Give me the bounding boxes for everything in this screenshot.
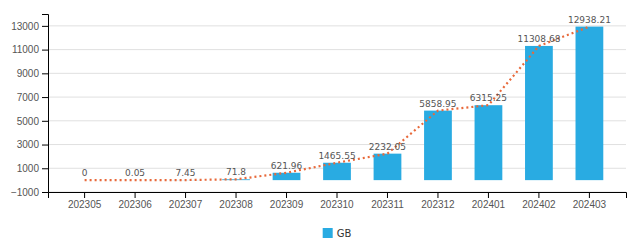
data-labels: 0 0.05 7.45 71.8 621.96 1465.55 2232.05 5858.95… [82,15,611,179]
x-tick: 202307 [169,192,203,210]
y-tick-mark [42,192,48,193]
data-label: 0 [82,168,88,178]
y-tick-label: 3000 [17,139,40,150]
y-tick-mark [42,97,48,98]
x-tick: 202402 [522,192,556,210]
x-tick: 202403 [573,192,607,210]
y-tick-label: 5000 [17,116,40,127]
x-axis: 202305 202306 202307 202308 202309 202310 2023… [49,192,627,210]
data-label: 5858.95 [419,99,456,109]
y-tick-label: 9000 [17,68,40,79]
y-tick-mark [42,121,48,122]
x-tick-label: 202308 [219,199,253,210]
x-tick-label: 202312 [421,199,455,210]
y-tick: 11000 [12,44,48,55]
y-tick: 1000 [17,163,48,174]
line [85,27,590,181]
bar-series [121,27,603,181]
bar [323,163,351,180]
y-tick-mark [42,50,48,51]
plot: −1000 1000 3000 5000 7000 9000 11000 13000 20230… [11,15,627,211]
x-tick: 202308 [219,192,253,210]
y-tick-label: 7000 [17,92,40,103]
x-tick-mark [236,192,237,198]
x-tick-label: 202311 [371,199,404,210]
y-tick: 9000 [17,68,48,79]
bar [424,111,452,181]
x-tick: 202305 [68,192,102,210]
x-tick-mark [337,192,338,198]
y-tick-mark [42,168,48,169]
legend: GB [323,228,352,239]
x-tick-label: 202307 [169,199,203,210]
x-tick-mark [135,192,136,198]
x-tick: 202309 [270,192,304,210]
y-tick: −1000 [11,187,48,198]
y-axis: −1000 1000 3000 5000 7000 9000 11000 13000 [11,15,49,198]
data-label: 71.8 [226,167,246,177]
data-label: 6315.25 [470,93,507,103]
x-tick-mark [84,192,85,198]
bar [576,27,604,181]
x-tick-label: 202306 [118,199,152,210]
x-tick-mark [185,192,186,198]
grid [48,26,626,192]
x-tick: 202306 [118,192,152,210]
x-tick-mark [437,192,438,198]
data-label: 2232.05 [369,142,406,152]
bar [525,46,553,180]
y-tick-label: −1000 [11,187,40,198]
data-label: 11308.68 [517,34,560,44]
x-tick-label: 202305 [68,199,102,210]
y-axis-line [42,15,49,193]
x-tick-mark [589,192,590,198]
y-tick-label: 1000 [17,163,40,174]
bar [374,154,402,180]
x-tick: 202312 [421,192,455,210]
x-tick: 202310 [320,192,354,210]
x-tick: 202311 [371,192,404,210]
marks [85,27,604,181]
x-tick-mark [488,192,489,198]
x-tick-mark [286,192,287,198]
y-tick: 13000 [11,21,48,32]
x-axis-line [49,193,627,199]
x-tick: 202401 [472,192,506,210]
x-tick-label: 202401 [472,199,506,210]
y-tick: 5000 [17,116,48,127]
y-tick: 3000 [17,139,48,150]
data-label: 1465.55 [318,151,355,161]
legend-swatch [323,228,333,238]
y-tick-label: 13000 [11,21,39,32]
data-label: 12938.21 [568,15,611,25]
data-label: 7.45 [176,168,196,178]
legend-item: GB [323,228,352,239]
x-tick-mark [538,192,539,198]
y-tick-mark [42,145,48,146]
x-tick-mark [387,192,388,198]
x-tick-label: 202310 [320,199,354,210]
legend-label: GB [337,228,352,239]
y-tick-label: 11000 [12,44,40,55]
y-tick-mark [42,73,48,74]
data-label: 621.96 [271,161,303,171]
x-tick-label: 202309 [270,199,304,210]
y-tick: 7000 [17,92,48,103]
x-tick-label: 202402 [522,199,556,210]
chart: −1000 1000 3000 5000 7000 9000 11000 13000 20230… [0,0,640,246]
y-tick-mark [42,26,48,27]
bar [475,105,503,180]
x-tick-label: 202403 [573,199,607,210]
grid-line [48,25,626,26]
data-label: 0.05 [125,168,145,178]
bar [273,173,301,180]
